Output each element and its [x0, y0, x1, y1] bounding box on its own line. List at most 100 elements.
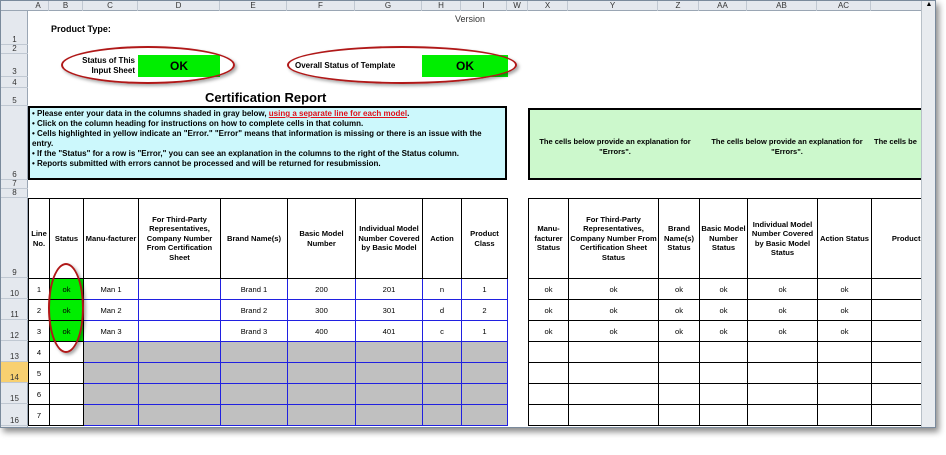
- column-heading[interactable]: For Third-Party Representatives, Company…: [138, 198, 221, 279]
- status-column-heading[interactable]: Action Status: [817, 198, 872, 279]
- status-value-cell[interactable]: ok: [699, 278, 748, 300]
- input-cell[interactable]: [422, 362, 462, 384]
- scroll-up-icon[interactable]: ▲: [925, 1, 933, 8]
- column-heading[interactable]: Manu-facturer: [83, 198, 139, 279]
- status-value-cell[interactable]: ok: [568, 320, 659, 342]
- input-cell[interactable]: 400: [287, 320, 356, 342]
- row-header[interactable]: 11: [1, 299, 28, 320]
- status-value-cell[interactable]: ok: [528, 299, 569, 321]
- input-cell[interactable]: [138, 362, 221, 384]
- status-value-cell[interactable]: [658, 341, 700, 363]
- column-header[interactable]: W: [507, 1, 528, 11]
- column-heading[interactable]: Line No.: [28, 198, 50, 279]
- row-header[interactable]: 3: [1, 54, 28, 77]
- input-cell[interactable]: [220, 404, 288, 426]
- column-heading[interactable]: Action: [422, 198, 462, 279]
- status-cell[interactable]: [49, 383, 84, 405]
- input-cell[interactable]: [355, 362, 423, 384]
- column-header[interactable]: X: [528, 1, 568, 11]
- status-value-cell[interactable]: [528, 383, 569, 405]
- status-value-cell[interactable]: [699, 383, 748, 405]
- column-heading[interactable]: Product Class: [461, 198, 508, 279]
- line-number-cell[interactable]: 4: [28, 341, 50, 363]
- column-header[interactable]: C: [83, 1, 138, 11]
- input-cell[interactable]: Man 1: [83, 278, 139, 300]
- column-heading[interactable]: Basic Model Number: [287, 198, 356, 279]
- row-header[interactable]: 12: [1, 320, 28, 341]
- input-cell[interactable]: [355, 341, 423, 363]
- column-header[interactable]: I: [461, 1, 507, 11]
- status-value-cell[interactable]: ok: [658, 320, 700, 342]
- column-header[interactable]: AB: [747, 1, 817, 11]
- line-number-cell[interactable]: 1: [28, 278, 50, 300]
- input-cell[interactable]: [461, 383, 508, 405]
- status-column-heading[interactable]: Brand Name(s) Status: [658, 198, 700, 279]
- input-cell[interactable]: [461, 341, 508, 363]
- input-cell[interactable]: [355, 383, 423, 405]
- input-cell[interactable]: 201: [355, 278, 423, 300]
- column-header[interactable]: AA: [699, 1, 747, 11]
- input-cell[interactable]: [83, 404, 139, 426]
- status-value-cell[interactable]: ok: [528, 278, 569, 300]
- input-cell[interactable]: [138, 278, 221, 300]
- input-cell[interactable]: Brand 1: [220, 278, 288, 300]
- row-header[interactable]: 9: [1, 198, 28, 278]
- input-cell[interactable]: [138, 299, 221, 321]
- status-value-cell[interactable]: [528, 362, 569, 384]
- status-value-cell[interactable]: ok: [699, 299, 748, 321]
- status-value-cell[interactable]: [568, 362, 659, 384]
- input-cell[interactable]: Brand 3: [220, 320, 288, 342]
- input-cell[interactable]: [220, 362, 288, 384]
- row-header[interactable]: 8: [1, 189, 28, 198]
- input-cell[interactable]: 200: [287, 278, 356, 300]
- line-number-cell[interactable]: 7: [28, 404, 50, 426]
- column-heading[interactable]: Brand Name(s): [220, 198, 288, 279]
- input-cell[interactable]: 301: [355, 299, 423, 321]
- input-cell[interactable]: [83, 341, 139, 363]
- column-header[interactable]: F: [287, 1, 355, 11]
- input-cell[interactable]: [287, 404, 356, 426]
- status-value-cell[interactable]: ok: [747, 299, 818, 321]
- column-header[interactable]: D: [138, 1, 220, 11]
- status-value-cell[interactable]: [871, 404, 935, 426]
- status-value-cell[interactable]: [568, 404, 659, 426]
- row-header[interactable]: 13: [1, 341, 28, 362]
- status-value-cell[interactable]: [747, 341, 818, 363]
- row-header[interactable]: 1: [1, 11, 28, 45]
- row-header[interactable]: 14: [1, 362, 28, 383]
- row-header[interactable]: 15: [1, 383, 28, 404]
- column-heading[interactable]: Individual Model Number Covered by Basic…: [355, 198, 423, 279]
- input-cell[interactable]: [83, 383, 139, 405]
- input-cell[interactable]: [422, 341, 462, 363]
- input-cell[interactable]: 1: [461, 320, 508, 342]
- status-value-cell[interactable]: [747, 362, 818, 384]
- status-value-cell[interactable]: [658, 362, 700, 384]
- row-header[interactable]: 16: [1, 404, 28, 426]
- row-header[interactable]: 5: [1, 88, 28, 106]
- input-cell[interactable]: [138, 341, 221, 363]
- status-value-cell[interactable]: [747, 383, 818, 405]
- input-cell[interactable]: Man 2: [83, 299, 139, 321]
- status-value-cell[interactable]: [568, 341, 659, 363]
- input-cell[interactable]: [220, 383, 288, 405]
- status-cell[interactable]: [49, 362, 84, 384]
- vertical-scrollbar[interactable]: ▲: [921, 1, 935, 427]
- status-value-cell[interactable]: [699, 341, 748, 363]
- input-cell[interactable]: [287, 383, 356, 405]
- row-header[interactable]: 10: [1, 278, 28, 299]
- row-header[interactable]: 6: [1, 106, 28, 180]
- input-cell[interactable]: [422, 383, 462, 405]
- status-value-cell[interactable]: [747, 404, 818, 426]
- column-header[interactable]: Z: [658, 1, 699, 11]
- line-number-cell[interactable]: 2: [28, 299, 50, 321]
- column-header[interactable]: E: [220, 1, 287, 11]
- status-value-cell[interactable]: ok: [817, 278, 872, 300]
- input-cell[interactable]: [461, 404, 508, 426]
- input-cell[interactable]: c: [422, 320, 462, 342]
- status-value-cell[interactable]: [817, 341, 872, 363]
- status-value-cell[interactable]: [699, 362, 748, 384]
- status-value-cell[interactable]: [658, 383, 700, 405]
- column-header[interactable]: B: [49, 1, 83, 11]
- status-column-heading[interactable]: Basic Model Number Status: [699, 198, 748, 279]
- column-header[interactable]: AC: [817, 1, 871, 11]
